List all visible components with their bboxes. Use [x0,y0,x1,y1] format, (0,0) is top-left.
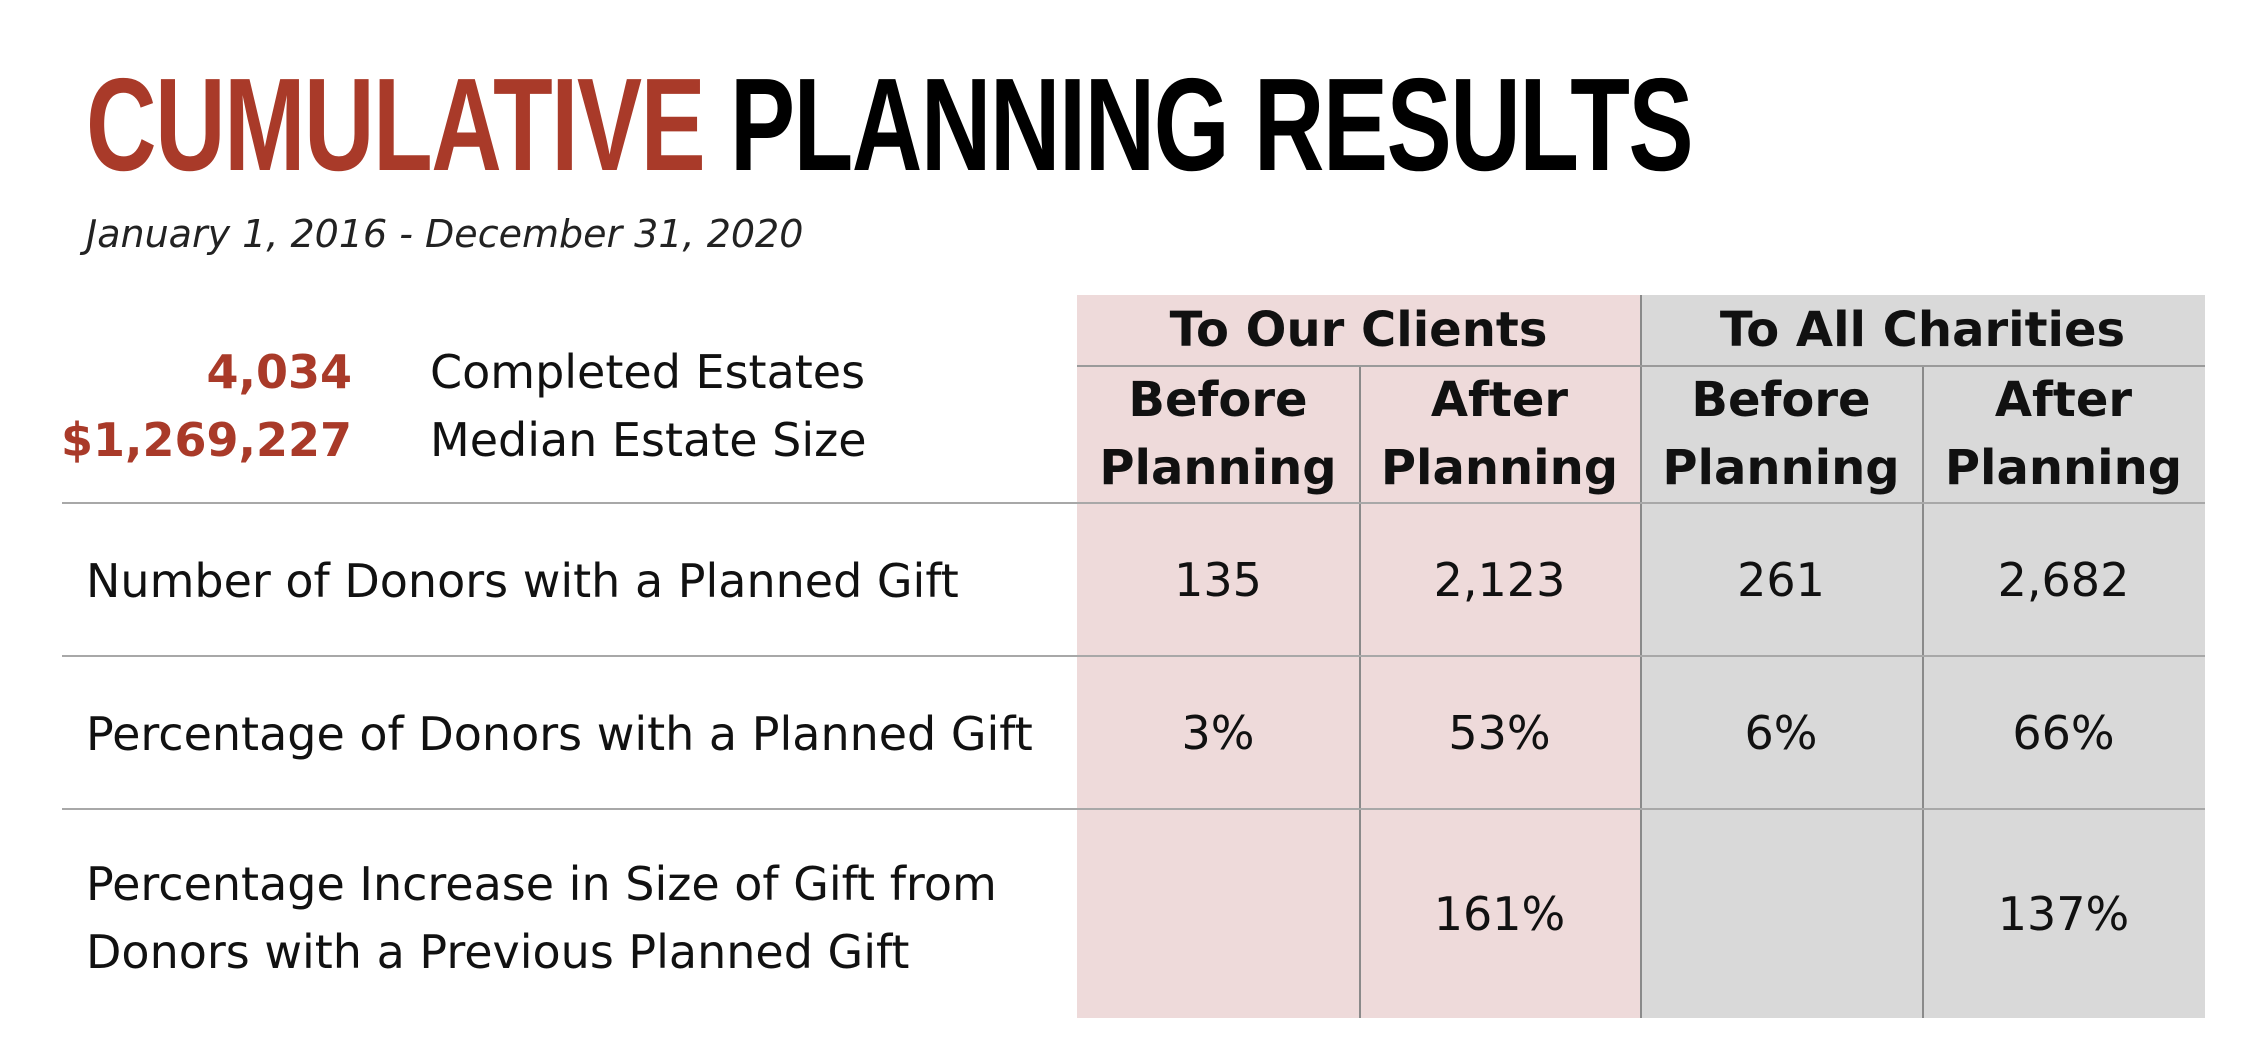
row-divider [62,808,2205,810]
group-header-divider [1077,365,2205,367]
subheader-clients-after: After Planning [1380,372,1619,496]
row-label: Percentage of Donors with a Planned Gift [86,707,1033,761]
table-cell: 2,682 [1997,552,2130,607]
subheader-charities-before: Before Planning [1662,372,1900,496]
table-cell: 6% [1744,705,1818,760]
row-label: Number of Donors with a Planned Gift [86,554,959,608]
table-cell: 161% [1433,887,1566,941]
table-cell: 3% [1181,705,1255,760]
title-accent: CUMULATIVE [86,51,706,198]
group-header-clients: To Our Clients [1169,302,1548,358]
table-cell [1077,810,1359,1018]
table-cell: 2,123 [1433,552,1566,607]
table-cell [1640,810,1922,1018]
table-cell: 66% [2012,705,2115,760]
header-bottom-divider [62,502,2205,504]
table-cell: 53% [1448,705,1551,760]
clients-column-divider [1359,366,1361,1018]
table-cell: 135 [1174,552,1262,607]
row-label: Donors with a Previous Planned Gift [86,925,910,979]
completed-estates-label: Completed Estates [430,345,866,399]
group-header-charities: To All Charities [1719,302,2126,358]
median-estate-size-value: $1,269,227 [60,413,352,467]
table-cell: 261 [1737,552,1825,607]
row-divider [62,655,2205,657]
table-cell: 137% [1997,887,2130,941]
median-estate-size-label: Median Estate Size [430,413,867,467]
subheader-charities-after: After Planning [1944,372,2183,496]
page-title: CUMULATIVE PLANNING RESULTS [86,50,1694,200]
date-range: January 1, 2016 - December 31, 2020 [86,212,804,256]
title-rest: PLANNING RESULTS [729,51,1694,198]
row-label: Percentage Increase in Size of Gift from [86,857,997,911]
completed-estates-value: 4,034 [206,345,352,399]
subheader-clients-before: Before Planning [1099,372,1337,496]
charities-column-divider [1922,366,1924,1018]
